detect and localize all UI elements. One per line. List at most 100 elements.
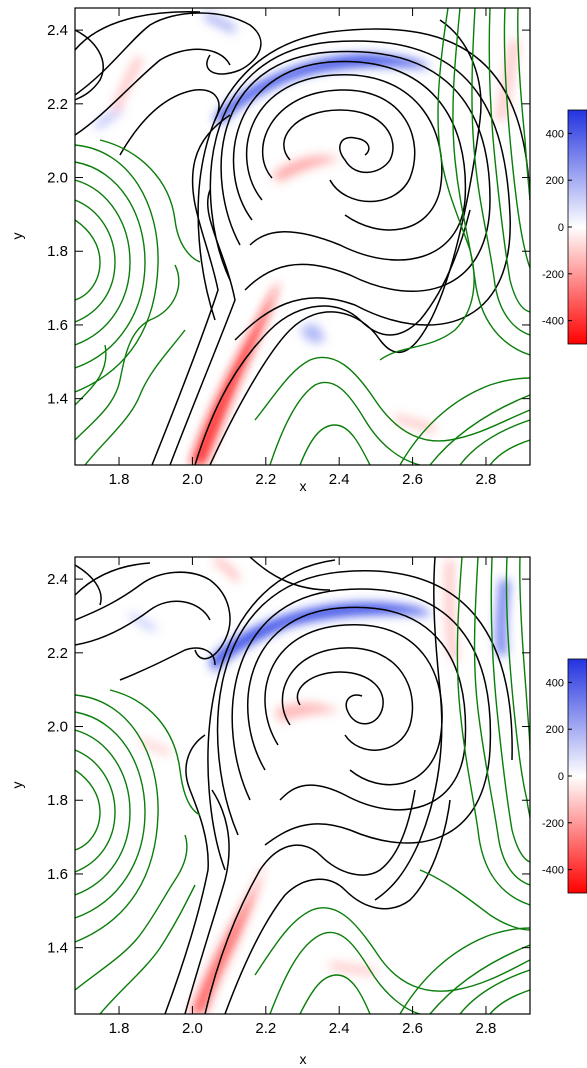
contour-line [99,139,201,263]
red-patch [272,155,340,182]
contour-line [489,439,530,465]
colorbar-tick-label: 400 [546,128,564,140]
x-tick-label: 2.0 [182,471,203,488]
y-tick-label: 1.4 [47,940,68,957]
contour-line [209,19,482,465]
panel-bottom: 1.8 2.0 2.2 2.4 2.6 2.8 1.4 1.6 1.8 2.0 2.2 2.4 x y… [9,556,587,1067]
contour-line [254,907,530,992]
contour-line [399,377,530,465]
y-axis-label: y [9,233,25,240]
contour-line [204,789,416,1014]
contour-line [269,931,421,1014]
x-tick-label: 1.8 [109,471,130,488]
contour-line [299,974,371,1014]
contour-line [119,89,220,156]
contour-line [75,48,231,136]
contour-line [75,144,159,393]
y-tick-label: 2.2 [47,645,68,662]
contour-line [75,12,262,96]
colorbar-tick-label: -200 [542,818,564,830]
contour-line [490,557,530,863]
red-streak [213,557,241,583]
contour-line [75,179,131,346]
contour-line [84,329,186,465]
x-tick-label: 2.6 [402,1020,423,1037]
contour-line [75,600,211,646]
contour-line [184,789,230,1014]
red-streak [495,39,520,122]
contour-line [517,8,530,201]
colorbar-ticks-bottom: 400 200 0 -200 -400 [542,677,572,877]
ticks-top: 1.8 2.0 2.2 2.4 2.6 2.8 1.4 1.6 1.8 2.0 2.2 2.4 [47,8,530,488]
contour-line [399,927,530,1014]
panel-top: 1.8 2.0 2.2 2.4 2.6 2.8 1.4 1.6 1.8 2.0 2.2 2.4 x y… [9,7,587,494]
contour-line [169,189,236,465]
contour-line [209,40,511,341]
y-tick-label: 2.4 [47,571,68,588]
contour-line [75,571,231,660]
blue-patch [300,324,325,343]
contour-line [283,109,394,174]
colorbar-tick-label: -200 [542,269,564,281]
contour-line [245,74,443,231]
contour-line [75,219,101,301]
y-tick-label: 2.0 [47,170,68,187]
y-tick-label: 1.8 [47,243,68,260]
contour-line [281,647,414,751]
plot-area-bottom [75,557,530,1014]
contour-line [99,884,196,1014]
contour-line [419,869,530,931]
contour-line [109,689,201,816]
contour-line [296,671,384,725]
contour-line [473,557,530,886]
x-tick-label: 2.2 [255,471,276,488]
blue-streak [95,108,125,130]
colorbar-tick-label: -400 [542,316,564,328]
contour-line [75,729,131,896]
contours-closed [75,11,530,465]
contour-line [505,557,530,819]
contour-line [269,381,421,465]
contour-line [471,8,530,336]
red-patch [275,702,340,722]
contour-line [262,89,416,203]
contour-line [503,8,530,269]
contour-line [379,8,475,361]
colorbar-tick-label: 200 [546,724,564,736]
contour-line [75,199,116,323]
x-tick-label: 2.8 [476,471,497,488]
contour-line [232,60,467,261]
contour-line [194,209,471,465]
contour-line [75,711,146,919]
contour-line [119,647,216,681]
contour-line [231,588,492,846]
contour-line [75,264,180,441]
contour-line [299,424,371,465]
plot-frame [74,556,531,1015]
x-tick-label: 1.8 [109,1020,130,1037]
contour-line [374,557,443,901]
contours-closed [75,557,513,1014]
x-tick-label: 2.6 [402,471,423,488]
contours-open [75,557,530,1014]
contour-line [75,564,102,606]
blue-band [214,54,430,125]
plot-frame [74,7,531,466]
blue-streak [128,612,157,633]
colorbar-tick-label: 0 [558,222,564,234]
contour-line [429,394,530,465]
x-axis-label: x [300,478,307,494]
x-tick-label: 2.4 [329,471,350,488]
y-tick-label: 2.2 [47,96,68,113]
x-tick-label: 2.4 [329,1020,350,1037]
contour-line [75,161,146,369]
contour-line [249,557,331,591]
contour-line [264,624,443,786]
contour-line [247,606,467,811]
contour-line [224,799,451,1014]
contour-line [254,356,530,442]
contour-line [452,8,530,356]
contour-line [220,50,491,292]
red-streak [393,414,437,434]
blue-streak [496,579,510,656]
